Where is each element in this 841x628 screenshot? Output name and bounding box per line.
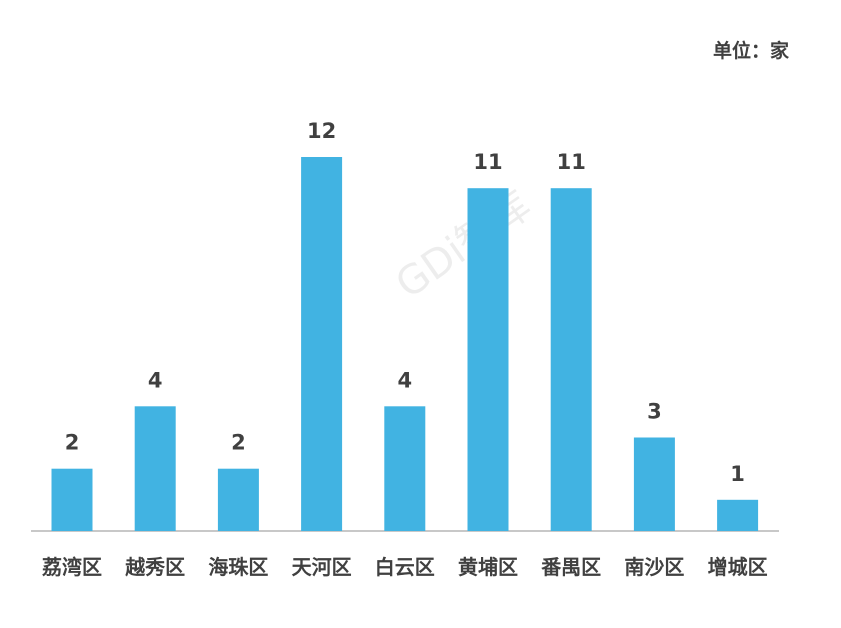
value-label-5: 4 [397, 368, 412, 392]
bar-5 [384, 406, 426, 531]
category-label-6: 黄埔区 [458, 555, 518, 579]
category-label-1: 荔湾区 [42, 555, 102, 579]
value-label-2: 4 [148, 368, 163, 392]
value-label-3: 2 [231, 431, 246, 455]
category-label-5: 白云区 [375, 555, 435, 579]
bar-8 [633, 437, 675, 531]
bar-7 [550, 188, 592, 531]
category-label-2: 越秀区 [124, 555, 185, 579]
bar-2 [134, 406, 176, 531]
category-label-4: 天河区 [292, 555, 352, 579]
value-label-8: 3 [647, 400, 662, 424]
bar-6 [467, 188, 509, 531]
bar-1 [51, 468, 93, 531]
category-label-9: 增城区 [708, 555, 768, 579]
value-label-1: 2 [65, 431, 80, 455]
value-label-6: 11 [473, 150, 502, 174]
unit-label: 单位：家 [712, 40, 789, 62]
category-labels-group: 荔湾区 越秀区 海珠区 天河区 白云区 黄埔区 番禺区 南沙区 增城区 [42, 555, 768, 579]
bar-3 [217, 468, 259, 531]
bar-4 [301, 157, 343, 531]
category-label-8: 南沙区 [624, 555, 684, 579]
category-label-7: 番禺区 [540, 555, 601, 579]
bars-group [51, 157, 759, 531]
value-labels-group: 2 4 2 12 4 11 11 3 1 [65, 119, 745, 486]
value-label-7: 11 [557, 150, 586, 174]
bar-9 [717, 499, 759, 531]
value-label-4: 12 [307, 119, 336, 143]
category-label-3: 海珠区 [208, 555, 268, 579]
value-label-9: 1 [730, 462, 745, 486]
